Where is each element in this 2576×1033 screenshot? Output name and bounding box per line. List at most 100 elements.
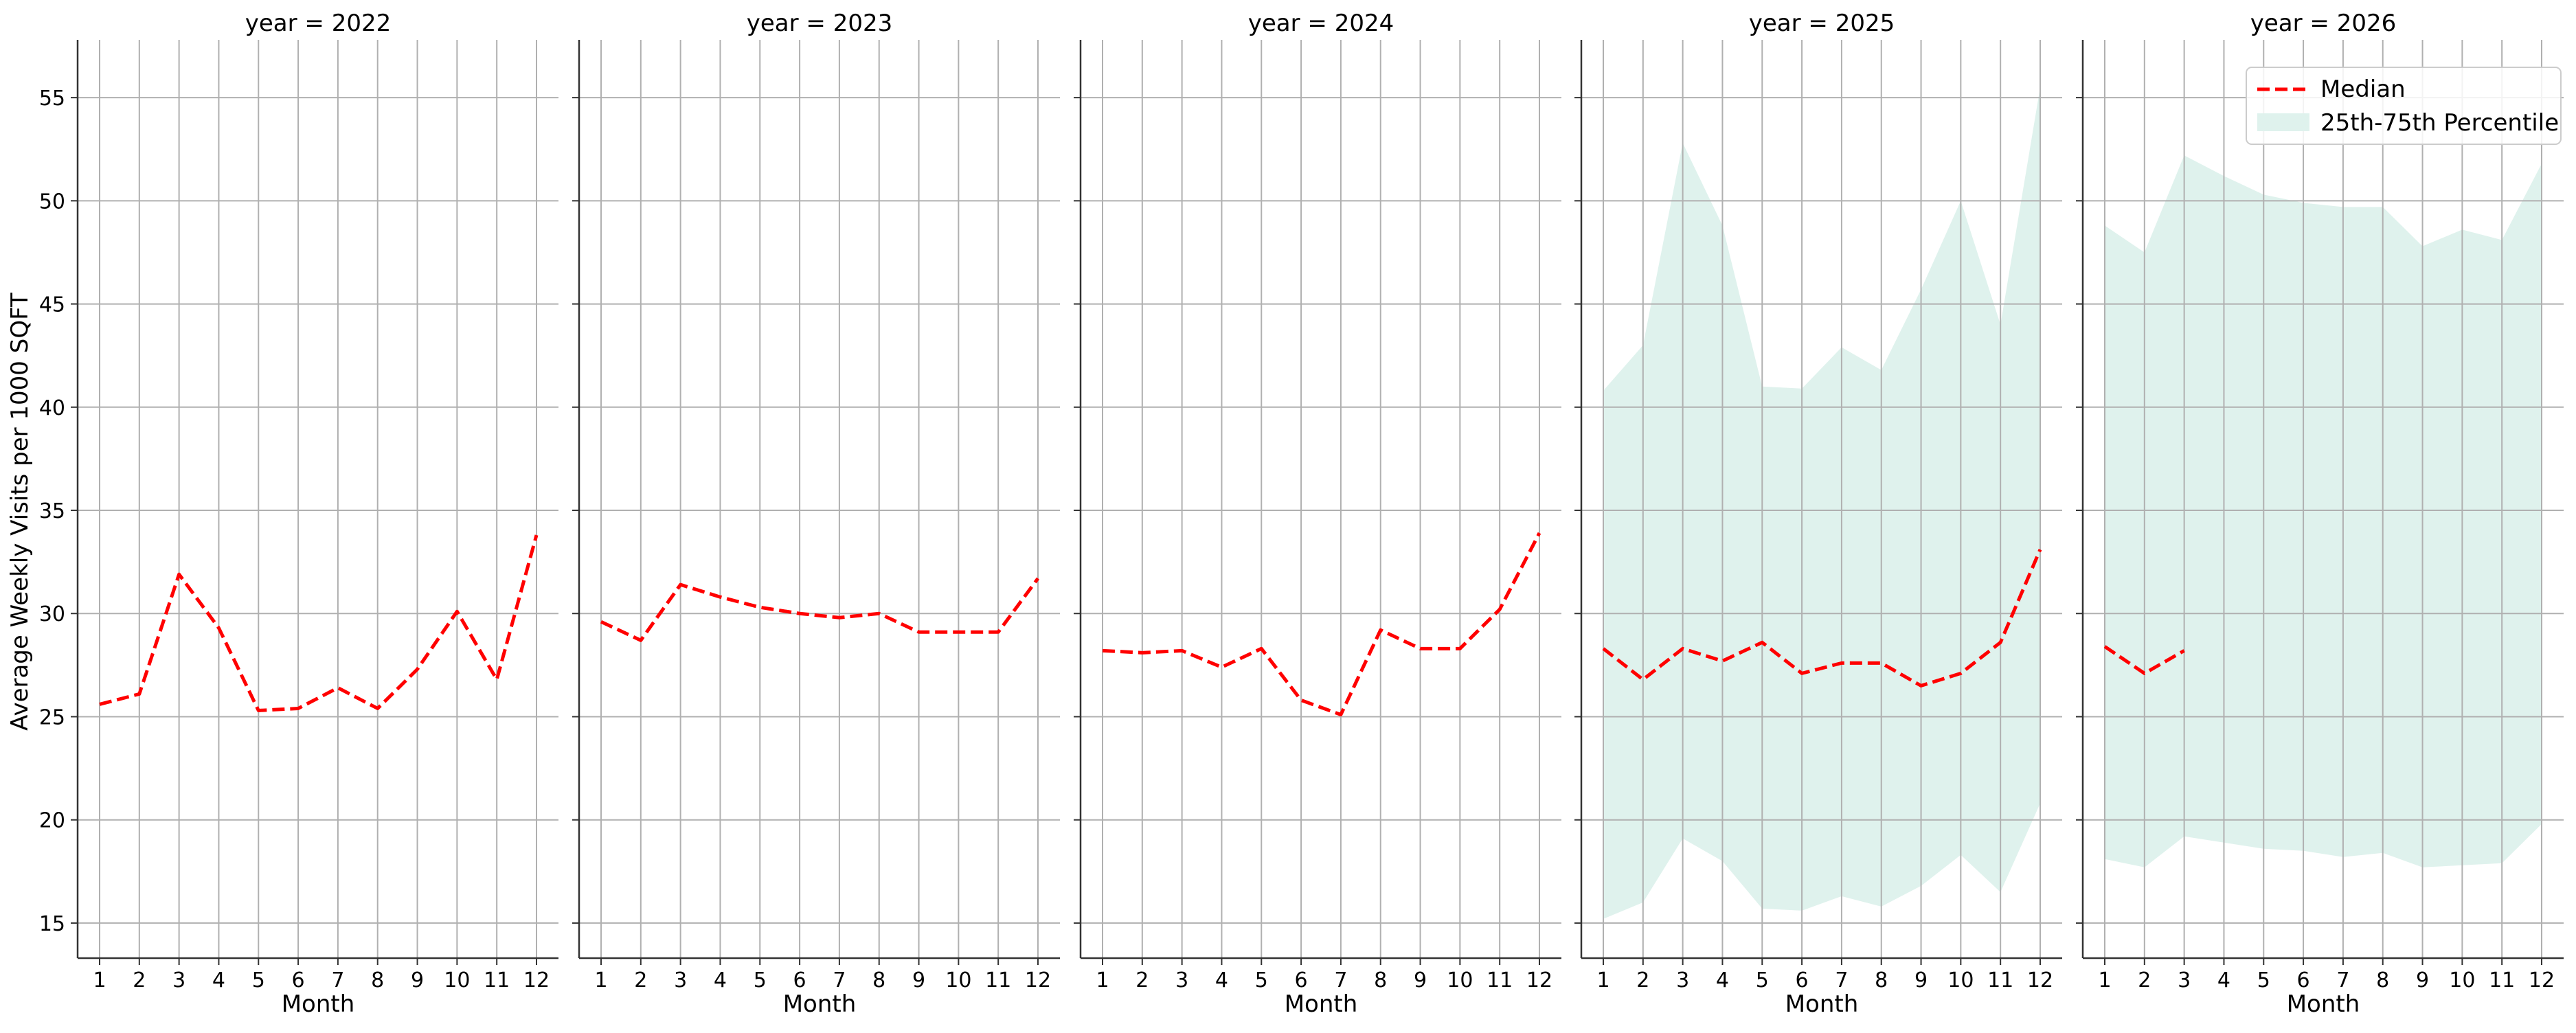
median-line <box>2103 645 2185 675</box>
x-tick-label: 3 <box>674 968 687 992</box>
x-tick-label: 6 <box>1295 968 1308 992</box>
y-tick-label: 20 <box>39 809 65 833</box>
x-axis-label: Month <box>1285 990 1358 1018</box>
x-axis-label: Month <box>282 990 355 1018</box>
panel-title: year = 2022 <box>245 10 391 37</box>
x-tick-label: 8 <box>1875 968 1888 992</box>
x-tick-label: 2 <box>634 968 647 992</box>
y-tick-label: 45 <box>39 293 65 317</box>
x-tick-label: 10 <box>1947 968 1974 992</box>
x-tick-label: 12 <box>523 968 550 992</box>
x-tick-label: 4 <box>212 968 225 992</box>
x-tick-label: 1 <box>1596 968 1609 992</box>
percentile-band <box>2105 155 2542 867</box>
median-line <box>600 577 1040 642</box>
x-tick-label: 6 <box>2297 968 2310 992</box>
y-tick-label: 30 <box>39 602 65 626</box>
x-tick-label: 3 <box>1676 968 1689 992</box>
x-tick-label: 5 <box>252 968 265 992</box>
y-tick-label: 15 <box>39 912 65 936</box>
x-tick-label: 10 <box>2449 968 2475 992</box>
x-tick-label: 4 <box>1215 968 1228 992</box>
x-tick-label: 9 <box>2416 968 2429 992</box>
x-tick-label: 6 <box>793 968 806 992</box>
x-tick-label: 3 <box>2178 968 2191 992</box>
x-tick-label: 3 <box>1175 968 1188 992</box>
legend-band-swatch <box>2257 113 2309 131</box>
y-tick-label: 50 <box>39 190 65 214</box>
x-tick-label: 4 <box>1716 968 1729 992</box>
y-tick-label: 55 <box>39 87 65 111</box>
percentile-band <box>1603 87 2040 919</box>
x-tick-label: 10 <box>444 968 470 992</box>
x-tick-label: 1 <box>1096 968 1109 992</box>
x-tick-label: 1 <box>2098 968 2111 992</box>
x-tick-label: 5 <box>1255 968 1268 992</box>
y-axis-label: Average Weekly Visits per 1000 SQFT <box>6 293 34 731</box>
median-line <box>99 534 539 712</box>
x-tick-label: 8 <box>2376 968 2389 992</box>
x-axis-label: Month <box>1785 990 1859 1018</box>
x-tick-label: 7 <box>833 968 846 992</box>
legend-frame <box>2246 67 2562 145</box>
x-tick-label: 8 <box>872 968 885 992</box>
x-tick-label: 10 <box>945 968 971 992</box>
x-tick-label: 5 <box>754 968 767 992</box>
x-tick-label: 2 <box>133 968 146 992</box>
x-tick-label: 11 <box>1487 968 1513 992</box>
x-tick-label: 3 <box>172 968 185 992</box>
x-tick-label: 9 <box>1914 968 1928 992</box>
x-tick-label: 12 <box>1025 968 1051 992</box>
x-tick-label: 11 <box>2489 968 2515 992</box>
x-tick-label: 12 <box>1526 968 1552 992</box>
x-tick-label: 7 <box>1835 968 1848 992</box>
panel-title: year = 2024 <box>1248 10 1394 37</box>
x-tick-label: 5 <box>2257 968 2270 992</box>
legend-median-label: Median <box>2320 76 2406 103</box>
x-axis-label: Month <box>2287 990 2360 1018</box>
x-tick-label: 8 <box>1374 968 1387 992</box>
x-tick-label: 11 <box>985 968 1011 992</box>
x-tick-label: 11 <box>484 968 510 992</box>
median-line <box>1602 549 2042 688</box>
panel-title: year = 2023 <box>747 10 892 37</box>
x-tick-label: 10 <box>1447 968 1473 992</box>
x-tick-label: 6 <box>292 968 305 992</box>
x-tick-label: 7 <box>2336 968 2349 992</box>
x-tick-label: 1 <box>594 968 607 992</box>
x-tick-label: 7 <box>1334 968 1347 992</box>
x-tick-label: 2 <box>1636 968 1649 992</box>
median-line <box>1102 532 1541 716</box>
legend-band-label: 25th-75th Percentile <box>2320 109 2559 137</box>
legend: Median 25th-75th Percentile <box>2246 67 2562 145</box>
x-axis-label: Month <box>783 990 857 1018</box>
panel-title: year = 2026 <box>2250 10 2396 37</box>
y-tick-label: 25 <box>39 705 65 729</box>
x-tick-label: 2 <box>2138 968 2151 992</box>
x-tick-label: 7 <box>331 968 344 992</box>
x-tick-label: 12 <box>2529 968 2555 992</box>
x-tick-label: 11 <box>1987 968 2013 992</box>
x-tick-label: 8 <box>371 968 384 992</box>
x-tick-label: 9 <box>1414 968 1427 992</box>
x-tick-label: 1 <box>93 968 106 992</box>
x-tick-label: 4 <box>714 968 727 992</box>
y-tick-label: 40 <box>39 396 65 420</box>
y-tick-label: 35 <box>39 499 65 523</box>
x-tick-label: 12 <box>2027 968 2053 992</box>
panel-title: year = 2025 <box>1749 10 1895 37</box>
x-tick-label: 9 <box>912 968 925 992</box>
x-tick-label: 4 <box>2217 968 2230 992</box>
x-tick-label: 6 <box>1796 968 1809 992</box>
x-tick-label: 5 <box>1756 968 1769 992</box>
x-tick-label: 2 <box>1136 968 1149 992</box>
x-tick-label: 9 <box>411 968 424 992</box>
